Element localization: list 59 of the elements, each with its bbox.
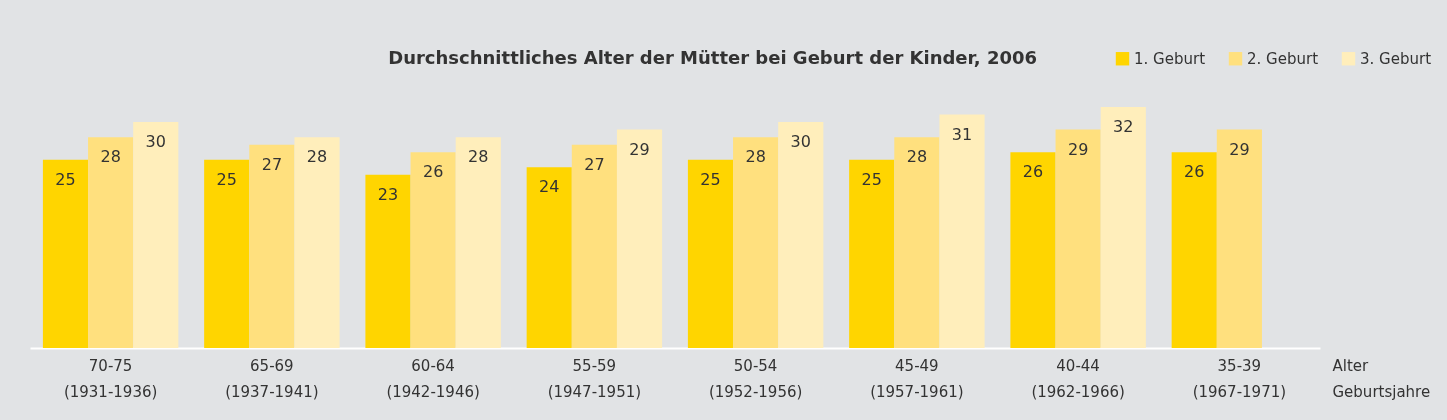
x-tick-label: 60-64 (1942-1946): [386, 356, 480, 401]
bar: [526, 167, 572, 348]
bar: [1216, 129, 1262, 348]
x-tick-label: 35-39 (1967-1971): [1192, 356, 1287, 401]
bar: [939, 114, 985, 348]
x-axis-title: Alter Geburtsjahre: [1332, 356, 1431, 401]
data-label: 30: [145, 132, 166, 152]
data-label: 32: [1113, 117, 1134, 136]
data-label: 25: [55, 169, 76, 189]
bar: [1010, 152, 1056, 348]
bar: [571, 144, 617, 348]
bar: [455, 137, 501, 348]
x-tick-label: 50-54 (1952-1956): [708, 356, 803, 401]
data-label: 27: [261, 154, 283, 174]
legend-label: 1. Geburt: [1134, 49, 1206, 68]
bar: [294, 137, 340, 348]
data-label: 28: [306, 147, 328, 167]
data-label: 28: [906, 147, 928, 167]
bar: [410, 152, 456, 348]
bar: [616, 129, 663, 348]
bar: [687, 159, 734, 348]
data-label: 29: [629, 139, 650, 159]
bar: [1055, 129, 1101, 348]
bar: [733, 137, 779, 348]
data-label: 29: [1067, 139, 1089, 159]
bar: [204, 159, 250, 348]
x-tick-label: 65-69 (1937-1941): [225, 356, 319, 401]
bar: [1171, 152, 1217, 348]
bar: [894, 137, 940, 348]
bar: [42, 159, 89, 348]
data-label: 25: [700, 169, 721, 189]
data-label: 27: [584, 154, 605, 174]
legend-label: 2. Geburt: [1247, 49, 1319, 68]
x-tick-label: 45-49 (1957-1961): [870, 356, 964, 401]
data-label: 28: [745, 147, 766, 167]
data-label: 28: [100, 147, 121, 167]
bar: [133, 122, 179, 348]
bar: [1100, 107, 1146, 348]
data-label: 23: [377, 184, 399, 204]
data-label: 26: [422, 162, 444, 182]
data-label: 26: [1184, 162, 1205, 182]
bar: [88, 137, 134, 348]
x-tick-label: 55-59 (1947-1951): [547, 356, 642, 401]
bar: [778, 122, 824, 348]
data-label: 29: [1229, 139, 1250, 159]
data-label: 25: [216, 169, 237, 189]
data-label: 30: [790, 132, 811, 152]
bar: [365, 174, 411, 348]
data-label: 26: [1022, 162, 1044, 182]
bar: [849, 159, 895, 348]
data-label: 28: [468, 147, 489, 167]
x-tick-label: 40-44 (1962-1966): [1031, 356, 1125, 401]
data-label: 24: [539, 177, 560, 197]
data-label: 31: [951, 124, 973, 144]
legend-label: 3. Geburt: [1360, 49, 1432, 68]
x-tick-label: 70-75 (1931-1936): [63, 356, 158, 401]
data-label: 25: [861, 169, 882, 189]
chart-title: Durchschnittliches Alter der Mütter bei Geburt der Kinder, 2006: [388, 47, 1037, 68]
bar: [249, 144, 295, 348]
